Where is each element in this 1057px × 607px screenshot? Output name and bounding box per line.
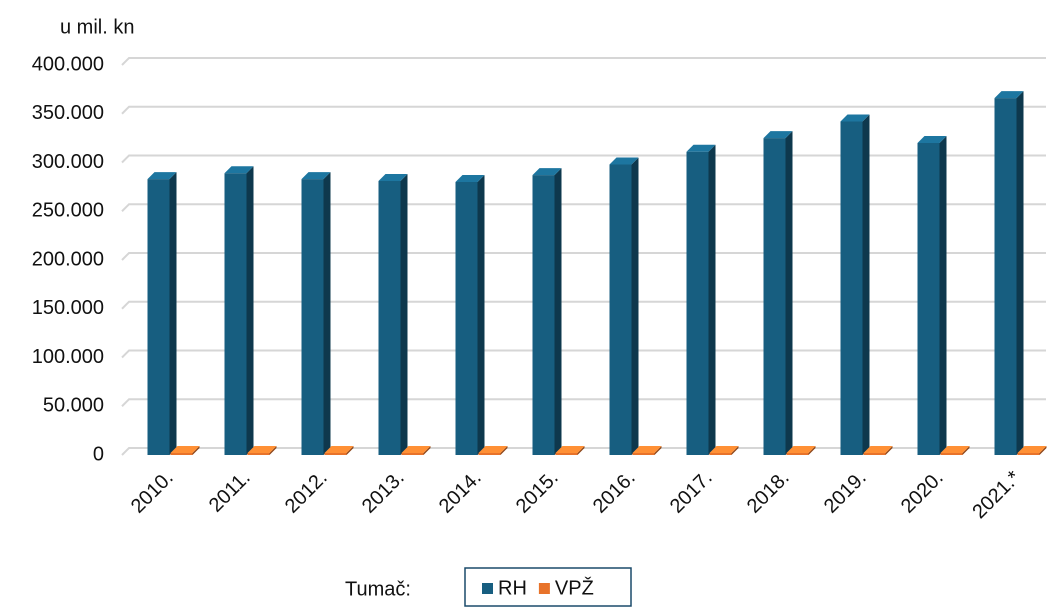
legend-title: Tumač: [345,578,411,600]
bar [147,172,177,455]
bar [478,446,508,455]
x-tick-label: 2011. [205,467,255,517]
grid-line [121,447,1046,456]
x-tick-label: 2017. [666,467,717,518]
legend-swatch [538,583,550,594]
bar [863,446,893,455]
bar [632,446,662,455]
bar [917,136,947,455]
bar [840,114,870,456]
bar [940,446,970,455]
x-tick-label: 2018. [743,467,794,518]
grid-line [121,398,1046,407]
legend-label: RH [498,577,527,599]
bar [401,446,431,455]
grid-line [121,349,1046,359]
bar [532,168,562,456]
grid-line [121,154,1046,164]
x-tick-label: 2013. [358,467,409,518]
x-tick-label: 2010. [127,467,178,518]
x-tick-label: 2014. [435,467,486,518]
legend-label: VPŽ [555,576,594,599]
y-tick-label: 100.000 [32,346,104,368]
bar [763,131,793,455]
x-tick-label: 2012. [281,467,332,518]
bar [170,446,200,455]
x-tick-label: 2019. [820,467,871,518]
y-tick-label: 300.000 [32,151,104,173]
bar [301,172,331,455]
y-tick-label: 150.000 [32,297,104,319]
y-tick-label: 50.000 [43,395,104,417]
bar [709,446,739,455]
grid-line [121,105,1046,115]
bar [609,157,639,455]
y-tick-label: 0 [93,443,104,465]
x-tick-label: 2020. [897,467,948,518]
grid-line [121,57,1046,66]
y-tick-label: 200.000 [32,248,104,270]
bar [786,446,816,455]
bar [455,175,485,455]
y-tick-label: 400.000 [32,53,104,75]
bar [994,91,1024,456]
bar [224,166,254,455]
grid-line [121,203,1046,212]
legend-swatch [482,583,493,594]
bar [324,446,354,455]
grid-line [121,300,1046,310]
grid-line [121,252,1046,261]
x-tick-label: 2021.* [968,467,1025,524]
y-tick-label: 250.000 [32,200,104,222]
bar [1017,446,1047,455]
bar [555,446,585,455]
y-axis-label: u mil. kn [60,16,134,38]
x-tick-label: 2015. [512,467,563,518]
bar [686,144,716,455]
bar [378,174,408,455]
y-tick-label: 350.000 [32,102,104,124]
bar [247,446,277,455]
legend-box [464,567,632,607]
x-tick-label: 2016. [589,467,640,518]
